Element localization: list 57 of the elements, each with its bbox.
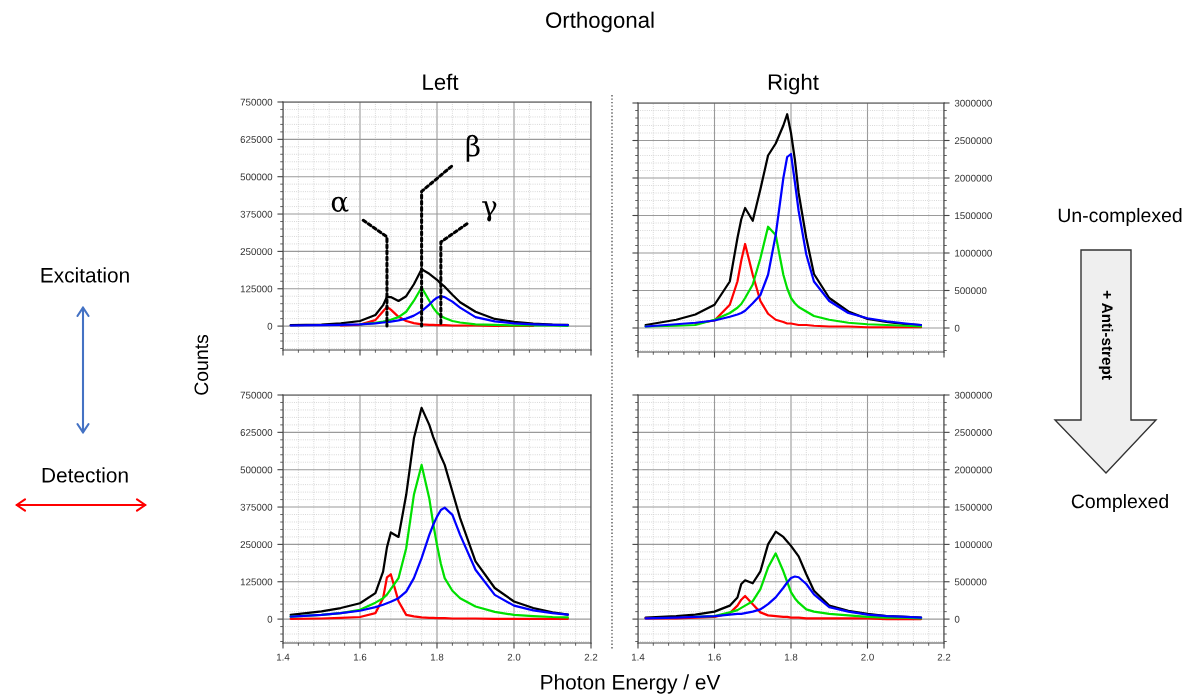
y-tick-label: 1500000	[955, 503, 992, 511]
chart-title: Left	[423, 73, 459, 90]
y-tick-label: 2500000	[954, 137, 992, 145]
line-series	[289, 573, 570, 620]
x-tick-label: 1.8	[430, 653, 444, 661]
annotation: γ	[482, 201, 497, 222]
x-tick-label: 1.8	[784, 653, 798, 661]
y-tick-label: 3000000	[954, 391, 992, 399]
y-tick-label: 1500000	[955, 212, 992, 220]
x-tick-label: 1.6	[708, 653, 721, 661]
y-tick-label: 125000	[240, 578, 273, 586]
y-tick-label: 625000	[240, 429, 273, 436]
y-tick-label: 750000	[240, 391, 273, 399]
annotation: β	[466, 134, 480, 162]
text: Excitation	[41, 267, 129, 283]
y-tick-label: 250000	[240, 248, 273, 256]
y-tick-label: 0	[954, 324, 960, 332]
x-tick-label: 2.2	[937, 653, 951, 661]
y-tick-label: 0	[954, 615, 960, 623]
x-tick-label: 1.6	[353, 653, 367, 661]
line-series	[644, 575, 923, 620]
chart-title: Right	[768, 73, 819, 95]
y-tick-label: 500000	[954, 578, 987, 586]
text: Orthogonal	[546, 11, 654, 33]
y-tick-label: 125000	[240, 285, 273, 293]
x-tick-label: 2.0	[507, 653, 521, 661]
y-tick-label: 2500000	[954, 429, 992, 436]
y-tick-label: 500000	[954, 287, 987, 295]
y-tick-label: 1000000	[955, 541, 992, 549]
line-series	[289, 506, 570, 618]
text: Complexed	[1071, 493, 1168, 513]
y-tick-label: 500000	[240, 173, 273, 181]
y-tick-label: 3000000	[954, 99, 992, 107]
y-tick-label: 625000	[240, 136, 273, 143]
y-tick-label: 750000	[240, 98, 273, 106]
line-series	[644, 152, 923, 328]
y-tick-label: 2000000	[954, 466, 992, 474]
y-axis-title: Counts	[194, 334, 209, 395]
y-tick-label: 1000000	[955, 249, 992, 257]
y-tick-label: 0	[267, 322, 273, 330]
x-axis-title: Photon Energy / eV	[541, 674, 721, 694]
text: Un-complexed	[1058, 207, 1182, 227]
y-tick-label: 375000	[240, 210, 273, 218]
y-tick-label: 0	[267, 615, 273, 623]
x-tick-label: 1.4	[276, 653, 290, 661]
y-tick-label: 2000000	[954, 174, 992, 182]
x-tick-label: 2.0	[861, 653, 874, 661]
text: + Anti-strept	[1098, 290, 1114, 380]
x-tick-label: 2.2	[584, 653, 598, 661]
line-series	[644, 225, 923, 328]
y-tick-label: 250000	[240, 541, 273, 549]
text: Detection	[42, 467, 128, 483]
annotation: α	[331, 196, 349, 212]
y-tick-label: 500000	[240, 466, 273, 474]
x-tick-label: 1.4	[631, 653, 645, 661]
y-tick-label: 375000	[240, 503, 273, 511]
line-series	[289, 295, 570, 327]
